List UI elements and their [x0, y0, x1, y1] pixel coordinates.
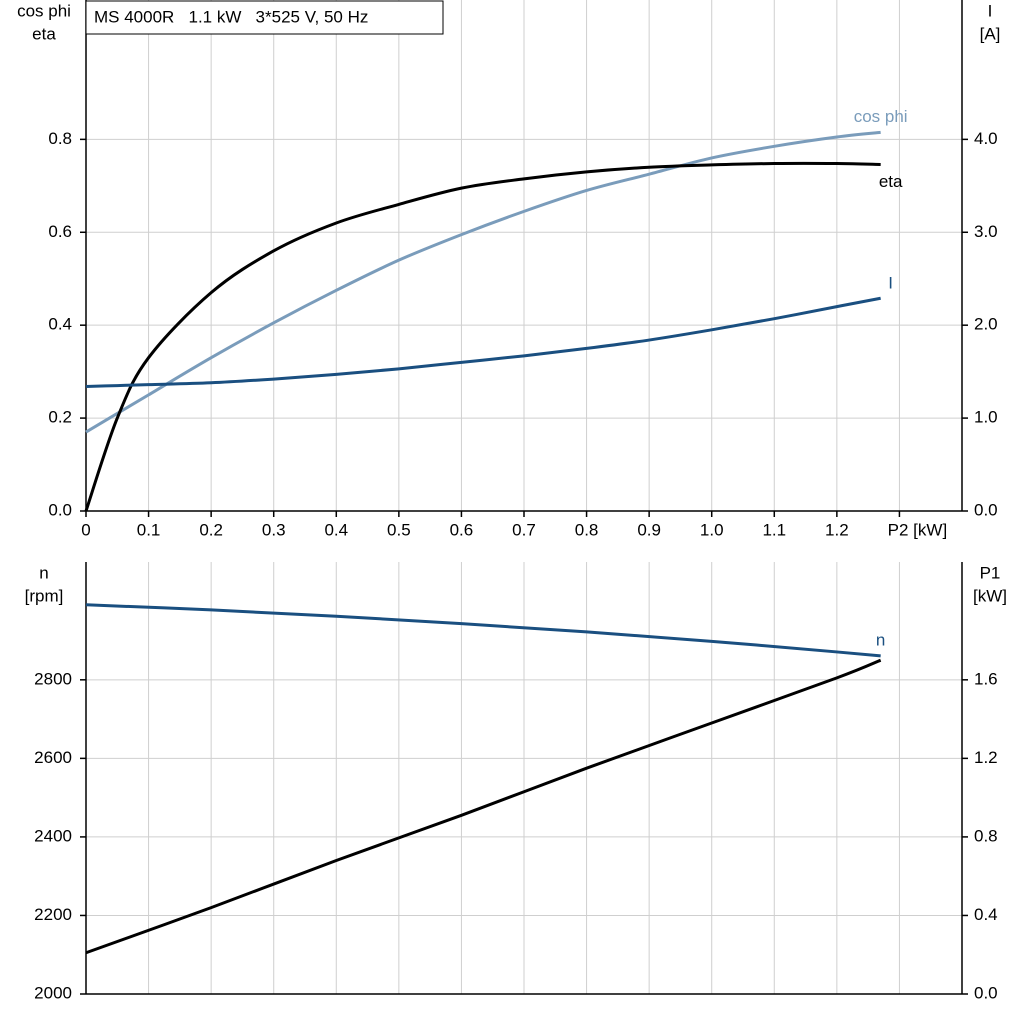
x-tick-label: P2 [kW]: [888, 520, 948, 539]
x-tick-label: 0.8: [575, 520, 599, 539]
y-tick-label: 2400: [34, 826, 72, 845]
series-label: I: [888, 274, 893, 293]
x-tick-label: 0: [81, 520, 90, 539]
series-label: eta: [879, 172, 903, 191]
y2-tick-label: 0.8: [974, 826, 998, 845]
y2-axis-label: P1: [980, 563, 1001, 582]
y2-axis-label: [A]: [980, 24, 1001, 43]
y-tick-label: 0.6: [48, 222, 72, 241]
y-tick-label: 0.8: [48, 129, 72, 148]
y-axis-label: [rpm]: [25, 586, 64, 605]
y-tick-label: 2600: [34, 748, 72, 767]
x-tick-label: 0.7: [512, 520, 536, 539]
x-tick-label: 1.0: [700, 520, 724, 539]
line-series: [85, 296, 881, 389]
y-tick-label: 0.0: [48, 500, 72, 519]
y-tick-label: 0.2: [48, 408, 72, 427]
x-tick-label: 0.2: [199, 520, 223, 539]
y2-tick-label: 0.0: [974, 983, 998, 1002]
x-tick-label: 0.5: [387, 520, 411, 539]
y2-axis-label: I: [988, 1, 993, 20]
line-series: [85, 130, 881, 434]
line-series: [85, 658, 882, 955]
x-tick-label: 1.1: [762, 520, 786, 539]
y-tick-label: 0.4: [48, 315, 72, 334]
y2-tick-label: 2.0: [974, 315, 998, 334]
y-tick-label: 2000: [34, 983, 72, 1002]
y2-tick-label: 0.4: [974, 905, 998, 924]
y-tick-label: 2800: [34, 669, 72, 688]
y2-tick-label: 0.0: [974, 500, 998, 519]
y2-tick-label: 1.6: [974, 669, 998, 688]
line-series: [85, 603, 881, 658]
x-tick-label: 0.4: [324, 520, 348, 539]
series-label: cos phi: [854, 107, 908, 126]
y2-tick-label: 3.0: [974, 222, 998, 241]
series-label: n: [876, 630, 885, 649]
line-series: [84, 161, 881, 512]
chart-title: MS 4000R 1.1 kW 3*525 V, 50 Hz: [94, 7, 368, 26]
y-axis-label: cos phi: [17, 1, 71, 20]
y-tick-label: 2200: [34, 905, 72, 924]
y2-tick-label: 1.2: [974, 748, 998, 767]
x-tick-label: 0.1: [137, 520, 161, 539]
x-tick-label: 0.3: [262, 520, 286, 539]
y-axis-label: n: [39, 563, 48, 582]
x-tick-label: 0.9: [637, 520, 661, 539]
x-tick-label: 1.2: [825, 520, 849, 539]
y2-tick-label: 1.0: [974, 408, 998, 427]
y2-tick-label: 4.0: [974, 129, 998, 148]
y-axis-label: eta: [32, 24, 56, 43]
y2-axis-label: [kW]: [973, 586, 1007, 605]
title-box: [85, 0, 444, 35]
x-tick-label: 0.6: [450, 520, 474, 539]
